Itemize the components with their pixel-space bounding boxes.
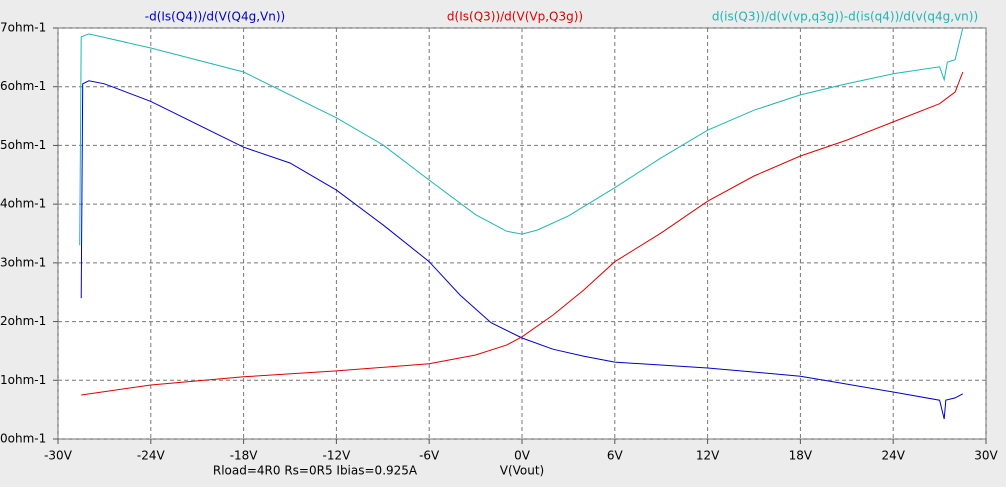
x-axis-label: V(Vout) (500, 464, 545, 478)
x-tick-label: -6V (419, 449, 440, 463)
y-tick-label: 5ohm-1 (0, 138, 46, 152)
y-tick-label: 0ohm-1 (0, 432, 46, 446)
legend-entry: -d(Is(Q4))/d(V(Q4g,Vn)) (145, 10, 285, 24)
x-tick-label: -18V (230, 449, 259, 463)
legend-entry: d(Is(Q3))/d(V(Vp,Q3g)) (447, 10, 583, 24)
y-tick-label: 3ohm-1 (0, 255, 46, 269)
y-tick-label: 7ohm-1 (0, 21, 46, 35)
series-line (79, 27, 964, 246)
x-tick-label: 24V (881, 449, 905, 463)
y-tick-label: 6ohm-1 (0, 79, 46, 93)
y-tick-label: 1ohm-1 (0, 373, 46, 387)
y-tick-label: 4ohm-1 (0, 197, 46, 211)
y-tick-label: 2ohm-1 (0, 314, 46, 328)
x-tick-label: -24V (137, 449, 166, 463)
x-tick-label: 0V (514, 449, 531, 463)
x-tick-label: 12V (696, 449, 720, 463)
series-line (80, 80, 964, 420)
x-tick-label: -12V (322, 449, 351, 463)
x-tick-label: 6V (607, 449, 624, 463)
x-tick-label: 30V (974, 449, 998, 463)
series-line (81, 71, 964, 396)
x-tick-label: 18V (789, 449, 813, 463)
x-tick-label: -30V (44, 449, 73, 463)
annotation: Rload=4R0 Rs=0R5 Ibias=0.925A (213, 464, 418, 478)
legend-entry: d(is(Q3))/d(v(vp,q3g))-d(is(q4))/d(v(q4g… (712, 10, 978, 24)
